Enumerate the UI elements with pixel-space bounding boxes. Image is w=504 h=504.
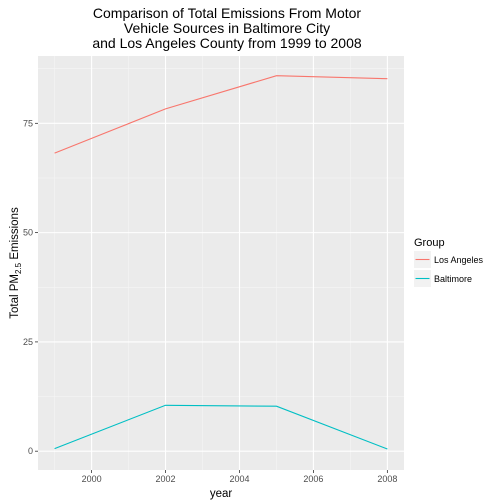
y-tick-label: 75 — [23, 118, 33, 128]
series-line-baltimore — [54, 404, 388, 450]
chart-title-line-2: Vehicle Sources in Baltimore City — [124, 20, 330, 36]
y-tick-label: 50 — [23, 228, 33, 238]
y-axis-title-subscript: 2.5 — [14, 262, 23, 274]
x-axis-title: year — [210, 488, 233, 500]
grid-lines — [38, 56, 404, 470]
chart-title-line-1: Comparison of Total Emissions From Motor — [93, 5, 361, 21]
x-tick-label: 2002 — [156, 474, 176, 484]
legend-label-los-angeles: Los Angeles — [434, 255, 484, 265]
y-axis-title-end: Emissions — [9, 207, 21, 263]
legend: Group Los Angeles Baltimore — [414, 237, 484, 287]
plot-panel — [38, 56, 404, 470]
y-axis-title: Total PM2.5 Emissions — [9, 207, 23, 319]
legend-title: Group — [414, 237, 445, 249]
y-tick-label: 25 — [23, 337, 33, 347]
series-lines — [54, 75, 388, 450]
legend-label-baltimore: Baltimore — [434, 274, 472, 284]
axis-ticks: 2000 2002 2004 2006 2008 0 25 50 75 — [23, 118, 397, 484]
x-tick-label: 2008 — [377, 474, 397, 484]
y-axis-title-main: Total PM — [9, 274, 21, 319]
x-tick-label: 2004 — [229, 474, 249, 484]
y-tick-label: 0 — [28, 446, 33, 456]
chart-title-line-3: and Los Angeles County from 1999 to 2008 — [92, 35, 362, 51]
x-tick-label: 2000 — [82, 474, 102, 484]
series-line-los-angeles — [54, 75, 388, 154]
legend-keys: Los Angeles Baltimore — [414, 251, 484, 287]
x-tick-label: 2006 — [303, 474, 323, 484]
